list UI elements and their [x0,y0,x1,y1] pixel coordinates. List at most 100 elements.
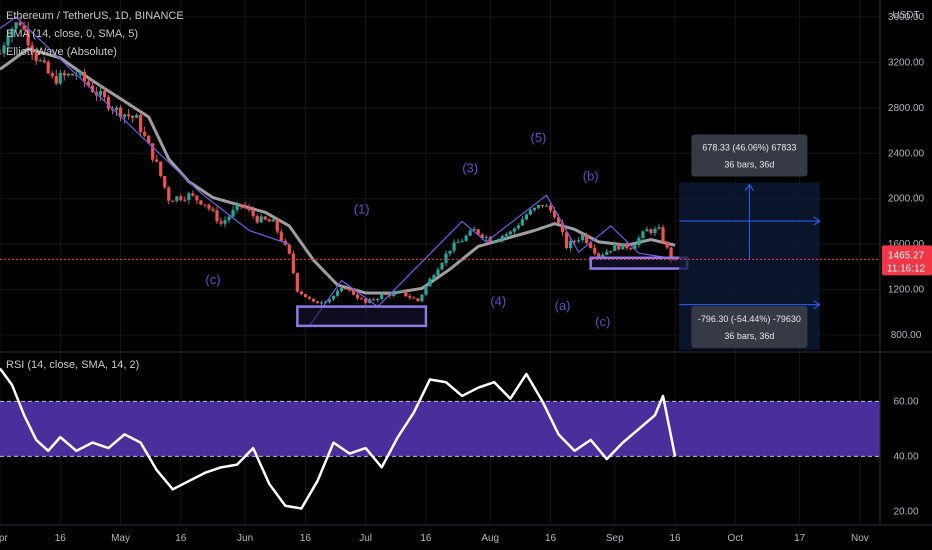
candle-body [175,196,179,201]
candle-body [343,287,348,290]
measure-down-line1: -796.30 (-54.44%) -79630 [698,314,801,324]
candle-body [259,216,263,223]
candle-body [191,193,195,196]
candle-body [416,298,420,302]
price-tick-label: 3600.00 [888,12,925,23]
candle-body [404,291,408,297]
candle-body [6,36,10,46]
ema-line [0,47,676,295]
measure-up-line1: 678.33 (46.06%) 67833 [702,142,796,152]
candle-body [609,250,613,252]
candle-body [10,28,14,37]
candle-body [42,60,46,63]
candle-body [472,229,476,231]
candle-body [593,247,597,254]
candle-body [122,114,127,118]
candle-body [424,286,428,295]
candle-body [30,45,34,53]
wave-label: (c) [595,314,610,329]
measure-up-line2: 36 bars, 36d [724,159,774,169]
time-tick-label: 16 [420,533,432,544]
candle-body [444,253,448,263]
wave-label: (3) [462,161,478,176]
candle-body [38,60,42,62]
wave-label: (4) [490,293,506,308]
annotation-labels: (c) (1) (3) (4) (5) (b) (a) (c) [205,130,610,329]
candle-body [187,193,191,200]
candle-body [347,289,352,291]
candle-body [147,135,151,144]
time-tick-label: 16 [300,533,312,544]
candle-body [319,302,324,304]
price-axis-unit: USDT [892,10,919,21]
candle-body [520,219,524,226]
candle-body [364,298,368,303]
time-tick-label: 17 [794,533,806,544]
wave-label: (c) [205,272,220,287]
time-tick-label: Aug [481,533,499,544]
candle-body [195,195,199,201]
candle-body [46,62,50,74]
candle-body [291,253,295,273]
rsi-line [0,367,677,510]
candle-body [243,204,247,208]
candle-body [408,296,412,298]
candle-body [412,297,416,299]
price-tick-label: 2000.00 [888,194,925,205]
time-tick-label: 16 [670,533,682,544]
candle-body [311,298,316,302]
candle-body [50,73,54,77]
time-tick-label: 16 [55,533,67,544]
wave-label: (5) [531,130,547,145]
candle-body [532,207,537,210]
candle-body [645,229,649,232]
candle-body [247,207,251,210]
measure-down-line2: 36 bars, 36d [724,331,774,341]
candle-body [82,72,86,82]
candle-body [552,210,557,218]
candle-body [352,289,356,295]
candlestick-series [0,16,677,306]
candle-body [207,204,211,209]
elliott-wave-layer [0,16,676,327]
candle-body [171,200,175,202]
price-projection: 678.33 (46.06%) 67833 36 bars, 36d -796.30… [0,134,880,350]
elliott-wave-line [0,16,290,245]
candle-body [223,220,227,224]
candle-body [303,294,307,298]
rsi-tick-label: 20.00 [893,506,918,517]
candle-body [167,187,171,201]
last-price-countdown: 11:16:12 [887,263,926,274]
legend-ema[interactable]: EMA (14, close, 0, SMA, 5) [6,28,139,40]
candle-body [235,204,239,210]
candle-body [573,240,577,242]
candle-body [384,294,388,296]
time-tick-label: Apr [0,533,8,544]
legend-elliott-wave[interactable]: Elliott Wave (Absolute) [6,46,117,58]
wave-label: (b) [583,169,599,184]
measure-down-box [691,305,808,348]
time-tick-label: Sep [606,533,624,544]
legend-rsi[interactable]: RSI (14, close, SMA, 14, 2) [6,359,140,371]
measure-up: 678.33 (46.06%) 67833 36 bars, 36d [691,134,808,177]
candle-body [339,287,344,292]
candle-body [464,235,468,241]
candle-body [22,25,26,30]
price-tick-label: 1200.00 [888,285,925,296]
candle-body [597,253,601,257]
time-tick-label: Jun [237,533,253,544]
candle-body [267,219,271,222]
candle-body [468,230,472,236]
candle-body [295,272,299,292]
candle-body [74,74,78,76]
candle-body [512,228,516,232]
candle-body [135,114,139,118]
candle-body [54,76,58,84]
candle-body [279,231,283,241]
candle-body [488,237,492,243]
legend-symbol[interactable]: Ethereum / TetherUS, 1D, BINANCE [6,10,184,22]
candle-body [159,161,163,177]
candle-body [428,278,432,287]
candle-body [356,294,360,299]
